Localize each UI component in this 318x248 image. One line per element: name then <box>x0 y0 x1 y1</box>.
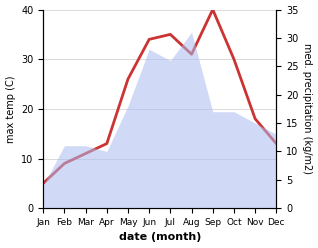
Y-axis label: med. precipitation (kg/m2): med. precipitation (kg/m2) <box>302 43 313 174</box>
Y-axis label: max temp (C): max temp (C) <box>5 75 16 143</box>
X-axis label: date (month): date (month) <box>119 232 201 243</box>
